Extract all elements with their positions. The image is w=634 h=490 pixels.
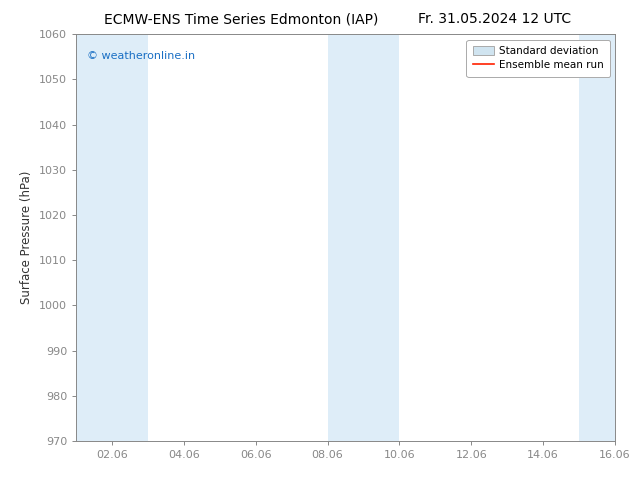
Text: © weatheronline.in: © weatheronline.in	[87, 50, 195, 61]
Text: ECMW-ENS Time Series Edmonton (IAP): ECMW-ENS Time Series Edmonton (IAP)	[104, 12, 378, 26]
Bar	[76, 34, 148, 441]
Bar	[579, 34, 615, 441]
Bar	[328, 34, 399, 441]
Text: Fr. 31.05.2024 12 UTC: Fr. 31.05.2024 12 UTC	[418, 12, 571, 26]
Y-axis label: Surface Pressure (hPa): Surface Pressure (hPa)	[20, 171, 34, 304]
Legend: Standard deviation, Ensemble mean run: Standard deviation, Ensemble mean run	[467, 40, 610, 76]
